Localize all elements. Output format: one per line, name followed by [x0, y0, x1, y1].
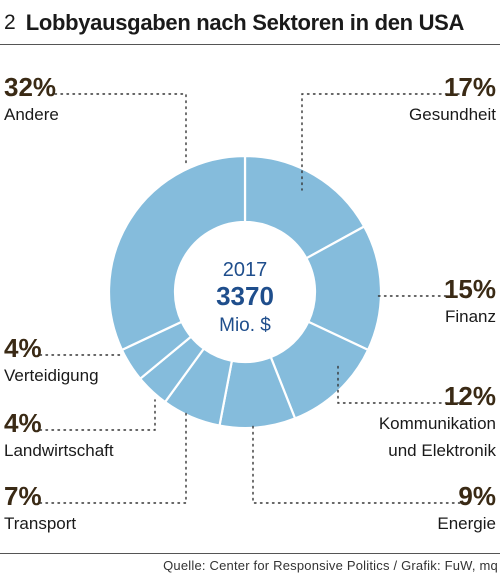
percent-label-gesundheit: 17% [444, 72, 496, 102]
slice-andere [107, 154, 247, 352]
center-year: 2017 [223, 259, 268, 281]
donut-chart: 17% Gesundheit 15% Finanz 12% Kommunikation un… [4, 72, 496, 533]
title-divider [0, 44, 500, 45]
percent-label-transport: 7% [4, 481, 42, 511]
chart-header: 2 Lobbyausgaben nach Sektoren in den USA [4, 6, 464, 40]
footer-divider [0, 553, 500, 554]
category-label-kommunikation-und-elektronik: und Elektronik [388, 441, 496, 460]
leader-landwirtschaft [39, 399, 156, 431]
center-unit: Mio. $ [219, 315, 271, 336]
category-label-verteidigung: Verteidigung [4, 366, 99, 385]
percent-label-kommunikation-und-elektronik: 12% [444, 381, 496, 411]
percent-label-energie: 9% [458, 481, 496, 511]
percent-label-verteidigung: 4% [4, 333, 42, 363]
leader-energie [252, 425, 467, 504]
source-note: Quelle: Center for Responsive Politics /… [163, 558, 498, 573]
percent-label-andere: 32% [4, 72, 56, 102]
percent-label-finanz: 15% [444, 274, 496, 304]
leader-lines-group [39, 93, 467, 504]
chart-number: 2 [4, 11, 16, 34]
leader-kommunikation-und-elektronik [337, 363, 460, 404]
category-label-finanz: Finanz [445, 307, 496, 326]
leader-gesundheit [301, 93, 460, 191]
labels-group: 17% Gesundheit 15% Finanz 12% Kommunikation un… [4, 72, 496, 533]
center-total: 3370 [216, 281, 274, 311]
category-label-transport: Transport [4, 514, 76, 533]
category-label-kommunikation-und-elektronik: Kommunikation [379, 414, 496, 433]
category-label-landwirtschaft: Landwirtschaft [4, 441, 114, 460]
chart-title: Lobbyausgaben nach Sektoren in den USA [25, 10, 465, 35]
percent-label-landwirtschaft: 4% [4, 408, 42, 438]
category-label-andere: Andere [4, 105, 59, 124]
leader-andere [54, 93, 187, 166]
slices-group [107, 154, 383, 430]
leader-transport [39, 411, 187, 504]
category-label-energie: Energie [437, 514, 496, 533]
category-label-gesundheit: Gesundheit [409, 105, 496, 124]
